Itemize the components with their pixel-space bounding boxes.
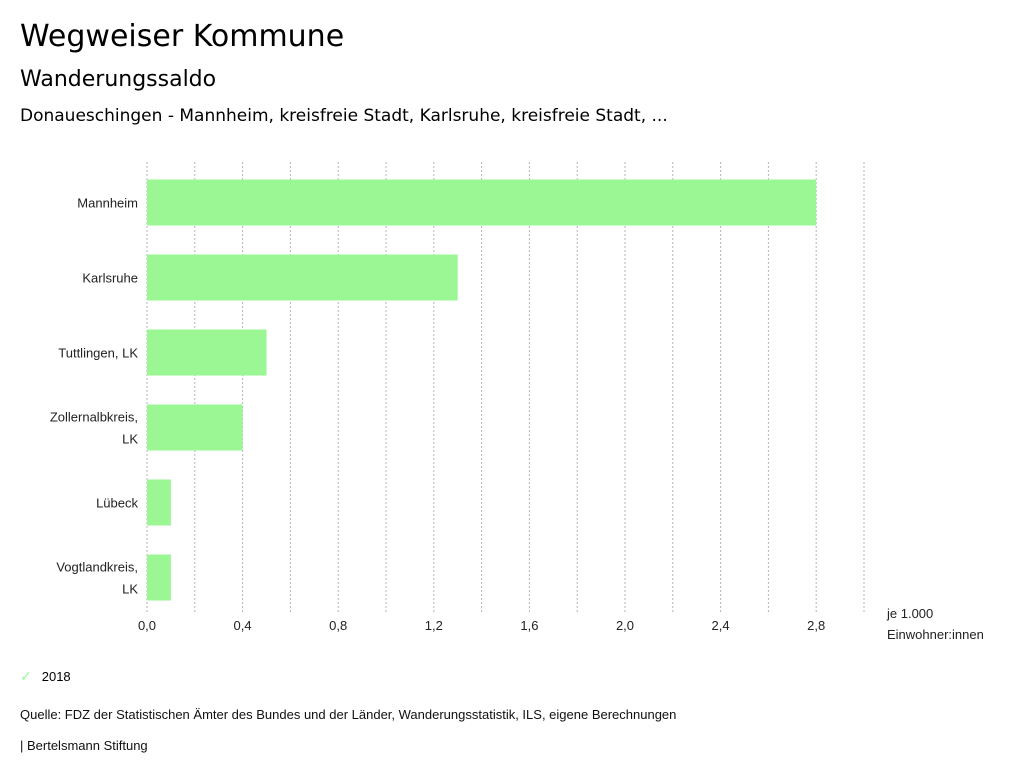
tick-label: 0,4 [234,618,252,633]
bar[interactable] [147,179,817,226]
category-label: Tuttlingen, LK [58,346,138,361]
credit-note: | Bertelsmann Stiftung [20,738,148,753]
category-label: LK [122,582,138,597]
category-label: Vogtlandkreis, [56,560,138,575]
category-label: Karlsruhe [82,271,138,286]
bar[interactable] [147,329,267,376]
unit-label: je 1.000 [886,606,933,621]
tick-label: 2,4 [712,618,730,633]
page-title: Wegweiser Kommune [20,19,345,54]
bar-chart: Mannheim Karlsruhe Tuttlingen, LK Zollernal… [50,162,984,642]
tick-label: 0,0 [138,618,156,633]
bar[interactable] [147,479,171,526]
check-icon: ✓ [20,668,32,684]
legend-label: 2018 [41,669,71,684]
tick-label: 2,8 [807,618,825,633]
category-label: Mannheim [77,196,138,211]
bar[interactable] [147,404,243,451]
legend-item-2018[interactable]: ✓ 2018 [20,668,71,685]
bar[interactable] [147,254,458,301]
tick-label: 1,6 [520,618,538,633]
category-label: LK [122,432,138,447]
category-label: Lübeck [96,496,138,511]
category-label: Zollernalbkreis, [50,410,138,425]
tick-label: 0,8 [329,618,347,633]
unit-label: Einwohner:innen [887,627,984,642]
chart-subtitle: Wanderungssaldo [20,67,217,92]
tick-label: 2,0 [616,618,634,633]
source-note: Quelle: FDZ der Statistischen Ämter des … [20,707,677,722]
tick-label: 1,2 [425,618,443,633]
bar[interactable] [147,554,171,601]
chart-description: Donaueschingen - Mannheim, kreisfreie St… [20,106,668,126]
